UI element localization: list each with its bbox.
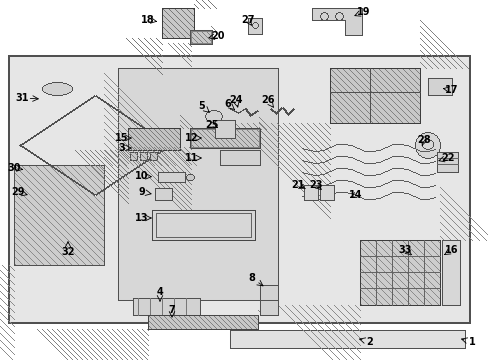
- Text: 5: 5: [198, 101, 205, 111]
- Text: 16: 16: [445, 245, 458, 255]
- Text: 30: 30: [7, 163, 20, 173]
- Text: 29: 29: [11, 187, 25, 197]
- Text: 1: 1: [468, 337, 474, 347]
- Text: 25: 25: [205, 120, 218, 130]
- Text: 14: 14: [348, 190, 362, 200]
- Text: 9: 9: [138, 187, 145, 197]
- Text: 22: 22: [440, 153, 454, 163]
- Text: 28: 28: [416, 135, 430, 145]
- Text: 6: 6: [224, 99, 231, 109]
- Text: 3: 3: [119, 143, 125, 153]
- Text: 20: 20: [211, 31, 224, 41]
- Text: 21: 21: [291, 180, 304, 190]
- Text: 23: 23: [308, 180, 322, 190]
- Text: 13: 13: [135, 213, 148, 223]
- Text: 32: 32: [61, 247, 75, 257]
- Text: 19: 19: [357, 7, 370, 17]
- Text: 18: 18: [141, 15, 155, 25]
- Text: 33: 33: [397, 245, 411, 255]
- Text: 26: 26: [261, 95, 274, 105]
- Text: 24: 24: [229, 95, 242, 105]
- Text: 4: 4: [156, 287, 163, 297]
- Text: 8: 8: [248, 273, 255, 283]
- Text: 15: 15: [115, 133, 128, 143]
- Text: 17: 17: [445, 85, 458, 95]
- Text: 27: 27: [241, 15, 254, 25]
- Text: 2: 2: [366, 337, 373, 347]
- Text: 10: 10: [135, 171, 148, 181]
- Text: 7: 7: [168, 305, 175, 315]
- Text: 12: 12: [185, 133, 198, 143]
- Text: 11: 11: [185, 153, 198, 163]
- Text: 31: 31: [15, 93, 29, 103]
